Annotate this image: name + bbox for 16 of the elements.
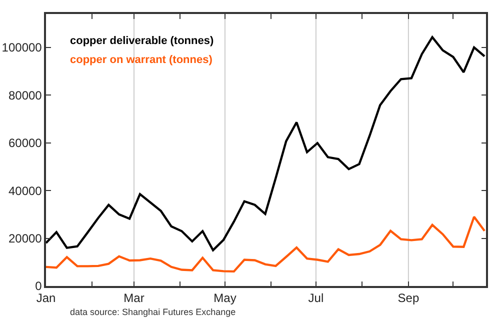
- source-note: data source: Shanghai Futures Exchange: [70, 307, 236, 317]
- x-tick-label: Sep: [398, 291, 420, 306]
- x-tick-label: Mar: [124, 291, 144, 306]
- line-series: [46, 216, 486, 273]
- line-series: [46, 36, 486, 252]
- text: copper on warrant (tonnes): [70, 54, 213, 66]
- y-tick-label: 0: [35, 279, 42, 294]
- y-tick-label: 40000: [8, 184, 42, 198]
- x-tick-label: May: [214, 291, 236, 306]
- y-tick-label: 100000: [2, 40, 42, 55]
- y-tick-label: 80000: [8, 88, 42, 102]
- y-tick-label: 20000: [8, 231, 42, 246]
- x-tick-label: Jan: [36, 291, 56, 306]
- y-tick-label: 60000: [8, 136, 42, 150]
- x-tick-label: Jul: [308, 291, 324, 306]
- text: copper deliverable (tonnes): [70, 35, 214, 47]
